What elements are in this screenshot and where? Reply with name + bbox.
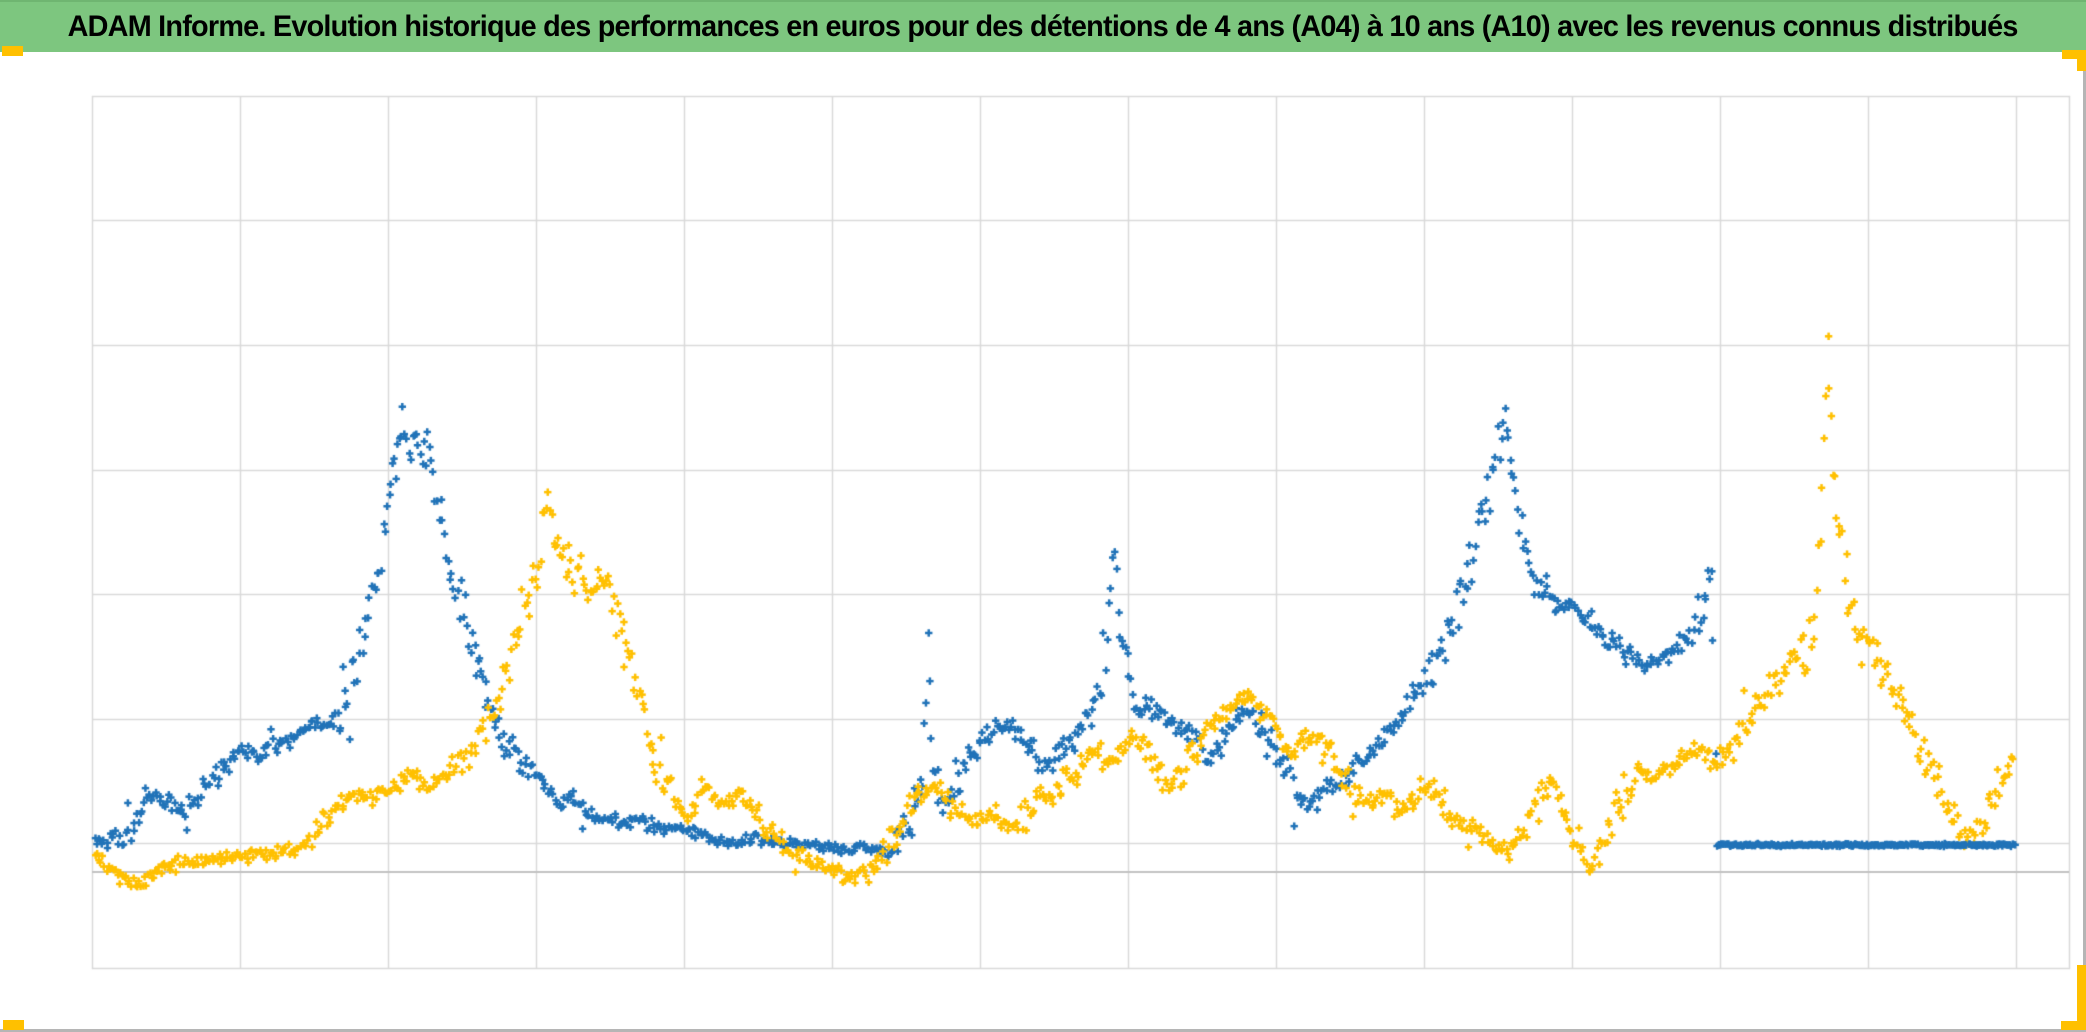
corner-mark-bottom-left <box>3 1020 24 1030</box>
corner-mark-bottom-right <box>2061 1021 2086 1030</box>
page-right-edge <box>2083 0 2086 1032</box>
corner-mark-top-right <box>2062 50 2086 59</box>
corner-mark-bottom-right-v <box>2077 965 2086 1030</box>
page-bottom-edge <box>0 1029 2086 1032</box>
title-bar: ADAM Informe. Evolution historique des p… <box>0 0 2086 52</box>
corner-mark-top-left <box>2 46 23 56</box>
corner-mark-top-right-v <box>2077 50 2086 71</box>
page-title: ADAM Informe. Evolution historique des p… <box>67 10 2019 43</box>
